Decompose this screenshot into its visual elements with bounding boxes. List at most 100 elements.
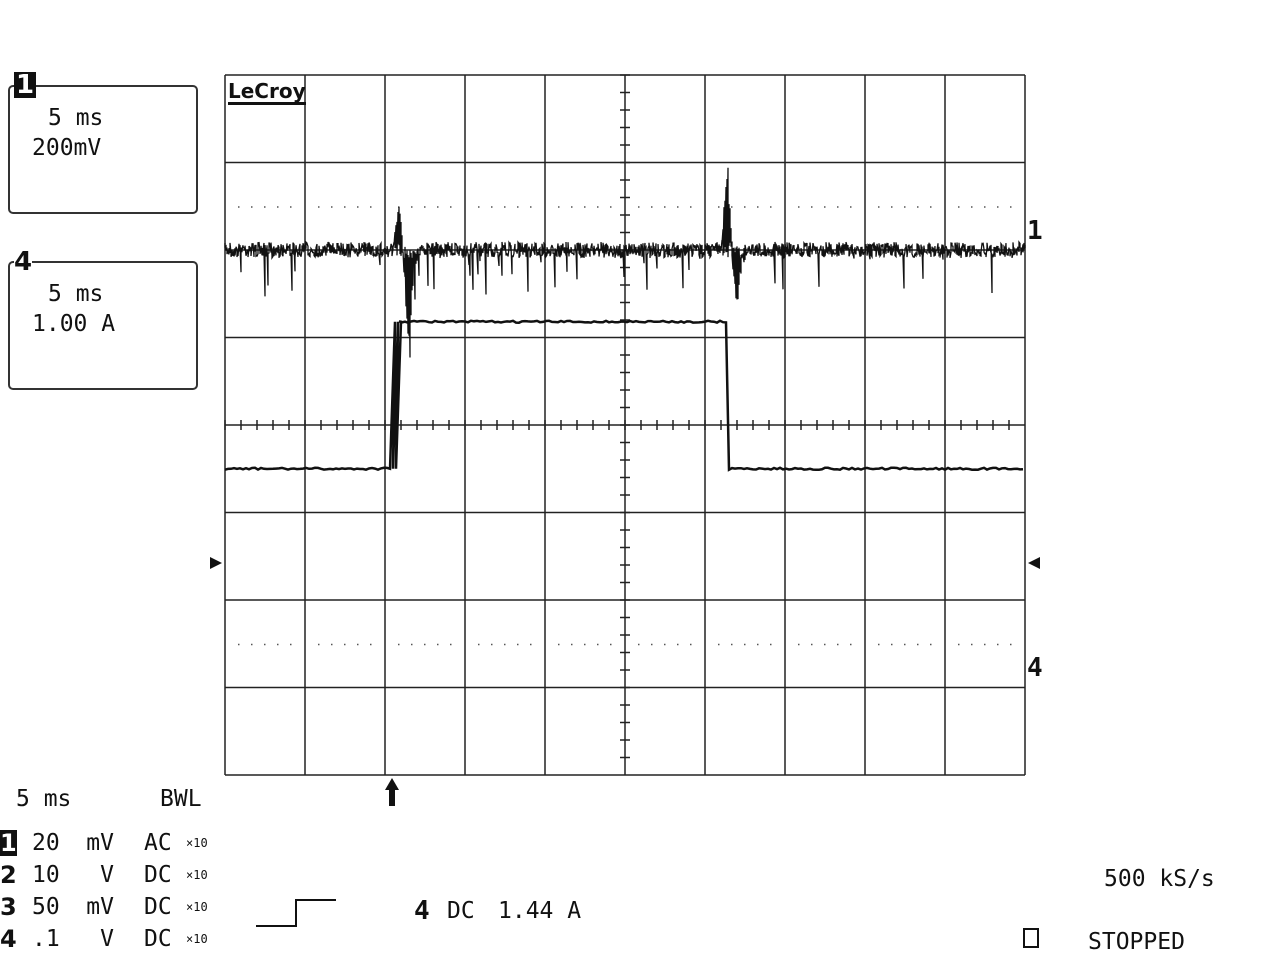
channel-coupling: DC [144, 926, 172, 952]
reference-dot [638, 206, 640, 208]
reference-dot [357, 643, 359, 646]
reference-dot [597, 643, 599, 646]
reference-dot [757, 206, 759, 208]
reference-dot [997, 206, 999, 208]
trace-label-1: 1 [1027, 216, 1043, 246]
reference-dot [718, 643, 720, 646]
reference-dot [718, 206, 720, 208]
reference-dot [517, 643, 519, 646]
reference-dot [491, 206, 493, 208]
reference-dot [238, 643, 240, 646]
reference-dot [971, 643, 973, 646]
reference-dot [517, 206, 519, 208]
reference-dot [677, 643, 679, 646]
reference-dot [958, 643, 960, 646]
reference-dot [437, 206, 439, 208]
channel-scale: 50 [32, 894, 60, 920]
reference-dot [690, 643, 692, 646]
channel-scale: .1 [32, 926, 60, 952]
reference-dot [450, 643, 452, 646]
reference-dot [478, 643, 480, 646]
zoom-trace-box-1[interactable]: 5 ms 200mV [8, 85, 198, 214]
reference-dot [824, 206, 826, 208]
brand-logo: LeCroy [228, 79, 306, 105]
channel-number: 2 [0, 861, 17, 889]
reference-dot [744, 206, 746, 208]
zoom-trace-box-4[interactable]: 5 ms 1.00 A [8, 261, 198, 390]
reference-dot [290, 643, 292, 646]
reference-dot [798, 643, 800, 646]
channel-unit: mV [86, 830, 114, 856]
reference-dot [664, 643, 666, 646]
reference-dot [411, 206, 413, 208]
sample-rate: 500 kS/s [1104, 866, 1215, 892]
reference-dot [891, 206, 893, 208]
reference-dot [850, 206, 852, 208]
reference-dot [917, 206, 919, 208]
reference-dot [690, 206, 692, 208]
reference-dot [584, 643, 586, 646]
reference-dot [744, 643, 746, 646]
reference-dot [264, 206, 266, 208]
channel-4-trace [224, 319, 1024, 472]
reference-dot [837, 643, 839, 646]
reference-dot [997, 643, 999, 646]
reference-dot [571, 206, 573, 208]
reference-dot [1010, 206, 1012, 208]
channel-number: 3 [0, 893, 17, 921]
reference-dot [370, 643, 372, 646]
channel-badge-4: 4 [14, 247, 33, 277]
reference-dot [770, 643, 772, 646]
reference-dot [610, 206, 612, 208]
reference-dot [798, 206, 800, 208]
reference-dot [584, 206, 586, 208]
reference-dot [597, 206, 599, 208]
channel-number: 4 [0, 925, 17, 953]
zoom-scale: 1.00 A [32, 311, 116, 337]
reference-dot [331, 643, 333, 646]
reference-dot [837, 206, 839, 208]
reference-dot [370, 206, 372, 208]
reference-dot [264, 643, 266, 646]
footer-timebase: 5 ms [16, 786, 72, 812]
channel-coupling: AC [144, 830, 172, 856]
trigger-slope-icon [256, 899, 336, 927]
reference-dot [971, 206, 973, 208]
probe-attenuation: ×10 [186, 932, 208, 946]
left-level-marker-icon [210, 557, 222, 569]
reference-dot [731, 643, 733, 646]
trigger-coupling: DC [447, 898, 475, 924]
probe-attenuation: ×10 [186, 868, 208, 882]
reference-dot [757, 643, 759, 646]
reference-dot [651, 643, 653, 646]
channel-coupling: DC [144, 894, 172, 920]
reference-dot [344, 206, 346, 208]
channel-unit: V [100, 926, 114, 952]
reference-dot [891, 643, 893, 646]
zoom-scale: 200mV [32, 135, 102, 161]
zoom-timebase: 5 ms [48, 281, 104, 307]
reference-dot [344, 643, 346, 646]
reference-dot [424, 206, 426, 208]
graticule [224, 74, 1026, 776]
reference-dot [318, 643, 320, 646]
reference-dot [251, 206, 253, 208]
reference-dot [530, 206, 532, 208]
reference-dot [731, 206, 733, 208]
reference-dot [424, 643, 426, 646]
reference-dot [251, 643, 253, 646]
reference-dot [504, 206, 506, 208]
reference-dot [917, 643, 919, 646]
channel-badge-1: 1 [14, 70, 37, 100]
reference-dot [811, 643, 813, 646]
channel-unit: V [100, 862, 114, 888]
reference-dot [878, 643, 880, 646]
reference-dot [530, 643, 532, 646]
reference-dot [277, 206, 279, 208]
reference-dot [290, 206, 292, 208]
reference-dot [437, 643, 439, 646]
channel-unit: mV [86, 894, 114, 920]
reference-dot [664, 206, 666, 208]
reference-dot [984, 643, 986, 646]
